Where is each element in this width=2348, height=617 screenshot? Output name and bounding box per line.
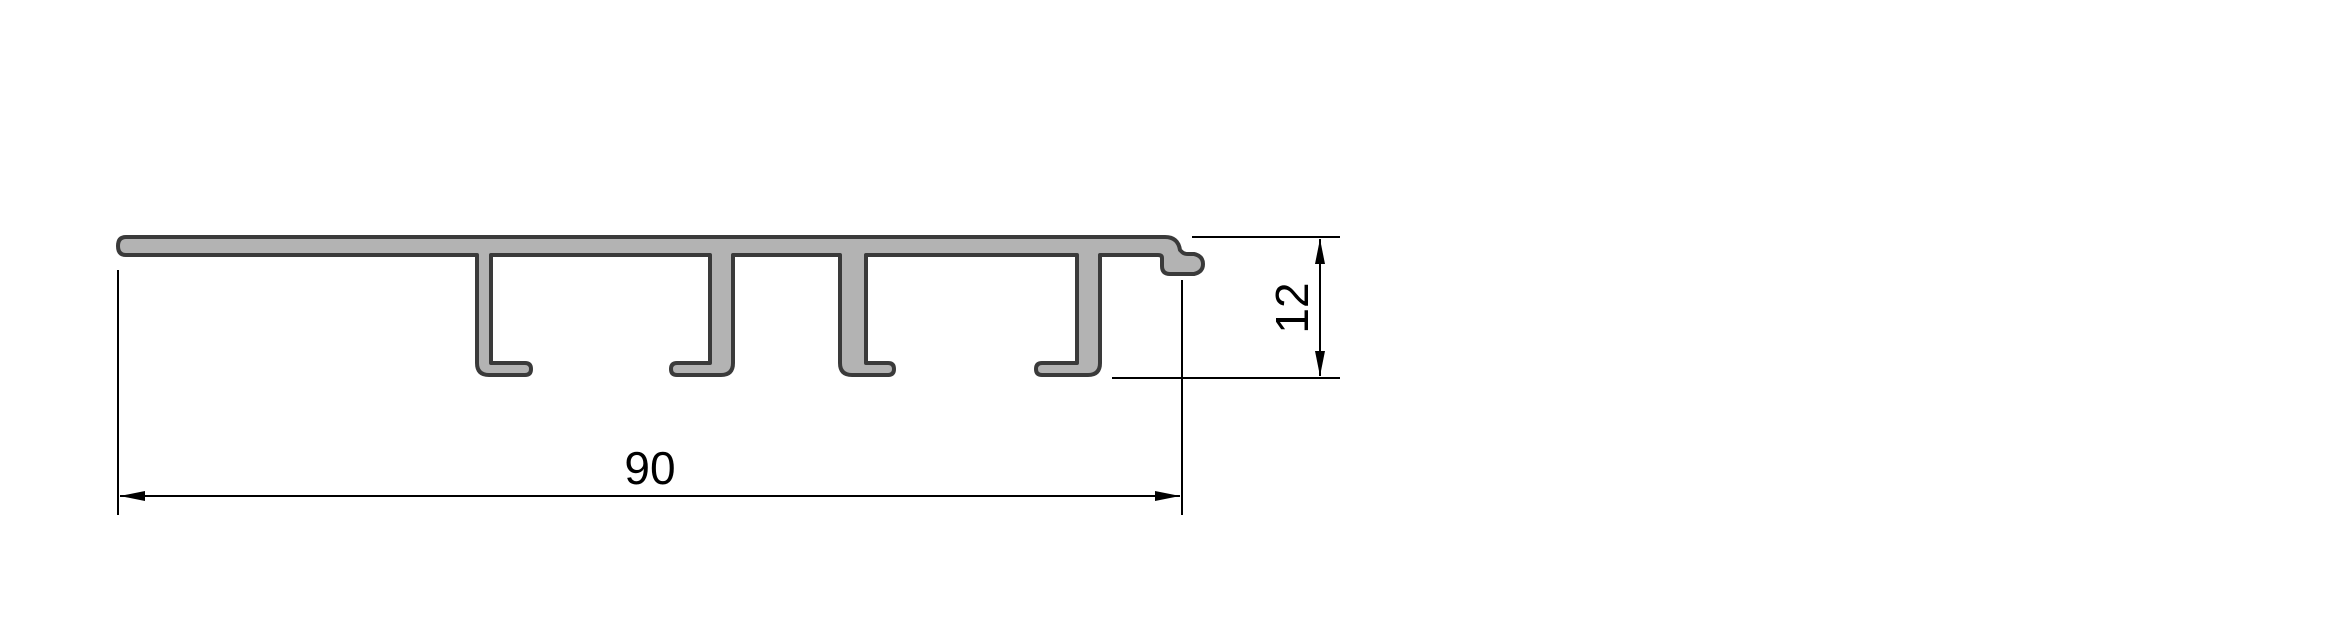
profile-cross-section: [116, 235, 1205, 377]
width-arrowhead-right: [1155, 491, 1180, 501]
width-dimension: [117, 270, 1183, 515]
height-dimension-label: 12: [1266, 282, 1318, 333]
width-arrowhead-left: [120, 491, 145, 501]
height-arrowhead-bottom: [1315, 351, 1325, 376]
width-dimension-label: 90: [624, 442, 675, 494]
height-arrowhead-top: [1315, 239, 1325, 264]
